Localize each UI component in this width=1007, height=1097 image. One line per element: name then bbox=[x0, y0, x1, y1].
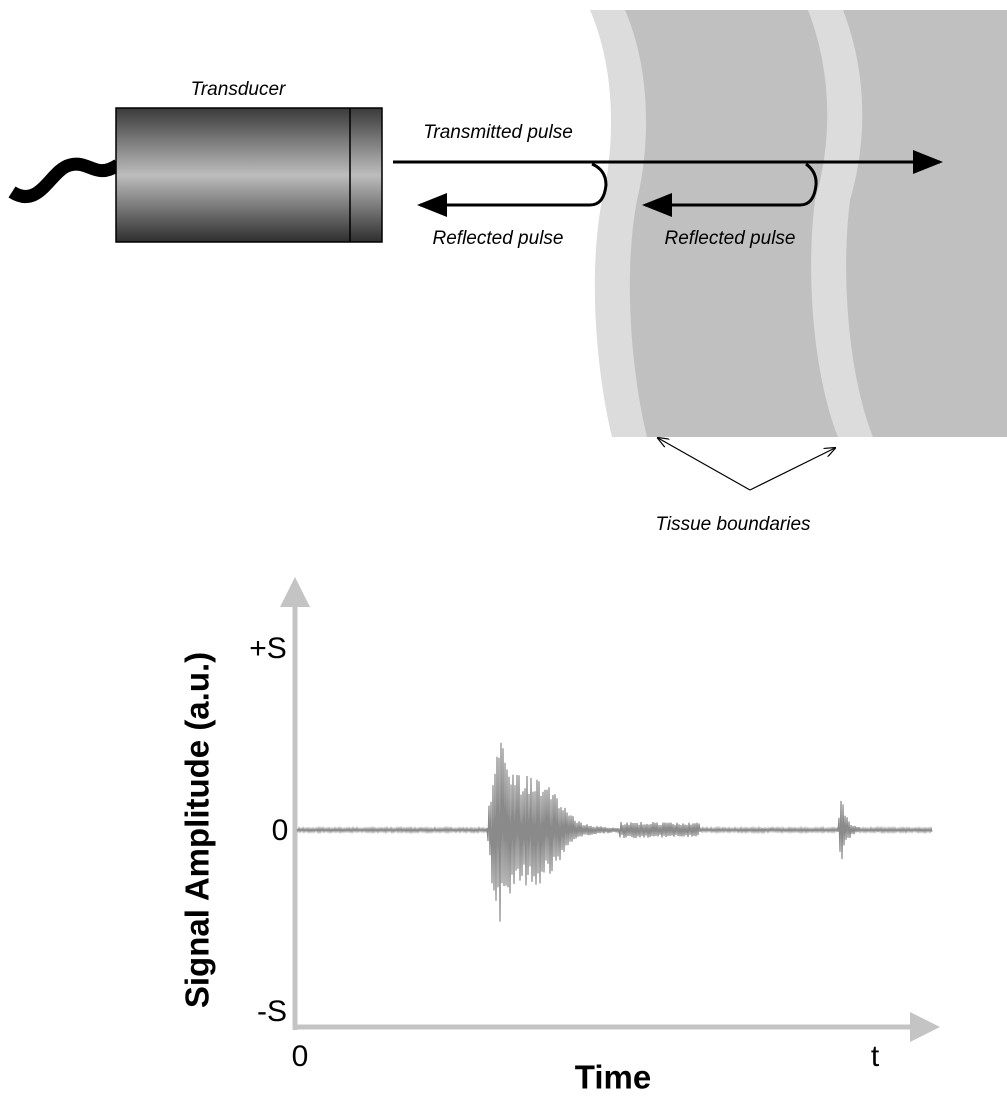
boundary-arrow bbox=[658, 438, 751, 491]
reflected-arrow bbox=[417, 162, 608, 217]
x-axis-title: Time bbox=[575, 1059, 651, 1096]
transducer bbox=[115, 107, 383, 243]
cable bbox=[8, 157, 122, 204]
x-zero-label: 0 bbox=[292, 1040, 309, 1073]
transmitted-label: Transmitted pulse bbox=[423, 122, 573, 143]
reflected-label: Reflected pulse bbox=[665, 228, 796, 249]
transducer-label: Transducer bbox=[191, 79, 286, 100]
reflected-arrow bbox=[642, 162, 818, 217]
x-end-label: t bbox=[871, 1040, 880, 1073]
signal-trace bbox=[296, 742, 933, 922]
y-zero-label: 0 bbox=[272, 814, 289, 847]
y-bottom-label: -S bbox=[257, 995, 287, 1028]
reflected-label: Reflected pulse bbox=[433, 228, 564, 249]
boundary-arrow bbox=[749, 448, 835, 491]
y-top-label: +S bbox=[249, 632, 287, 665]
y-axis-title: Signal Amplitude (a.u.) bbox=[179, 652, 216, 1008]
boundaries-label: Tissue boundaries bbox=[655, 514, 811, 535]
tissue bbox=[590, 10, 1007, 437]
